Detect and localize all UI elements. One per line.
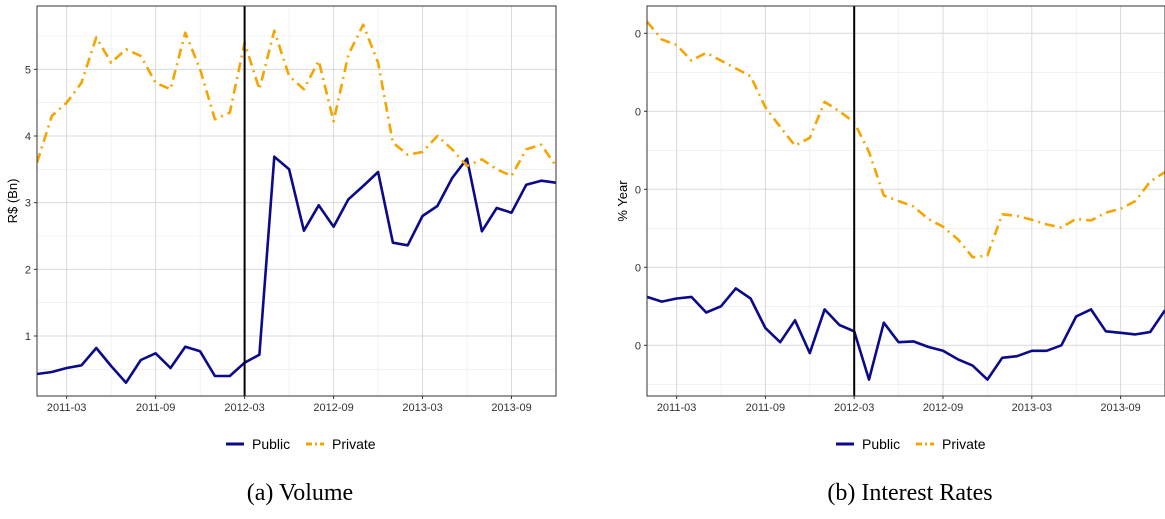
y-axis-title: % Year <box>615 180 630 222</box>
legend-label-public: Public <box>252 436 290 452</box>
series-line-public <box>37 155 556 385</box>
y-tick-label: 1 <box>25 331 31 343</box>
y-tick-label: 0 <box>635 184 641 196</box>
series-line-public <box>647 287 1165 381</box>
legend: Public Private <box>226 436 376 452</box>
y-tick-label: 4 <box>25 131 31 143</box>
y-axis-title: R$ (Bn) <box>5 179 20 224</box>
x-tick-label: 2012-09 <box>313 402 353 414</box>
figure-caption: (a) Volume <box>247 480 353 506</box>
x-tick-label: 2013-03 <box>1012 402 1052 414</box>
y-tick-label: 2 <box>25 264 31 276</box>
series-line-private <box>647 20 1165 259</box>
y-tick-label: 0 <box>635 28 641 40</box>
y-tick-label: 0 <box>635 340 641 352</box>
x-tick-label: 2013-09 <box>491 402 531 414</box>
legend-label-public: Public <box>862 436 900 452</box>
x-tick-label: 2011-09 <box>136 402 176 414</box>
x-tick-label: 2012-03 <box>224 402 264 414</box>
y-tick-label: 0 <box>635 262 641 274</box>
volume-chart: 1 2 3 4 5 2011-03 2011-09 2012-03 2012-09 2013-03… <box>5 5 557 506</box>
legend: Public Private <box>836 436 986 452</box>
panel-border <box>646 5 1165 397</box>
legend-label-private: Private <box>942 436 986 452</box>
y-tick-label: 5 <box>25 64 31 76</box>
plot-panel <box>647 6 1165 396</box>
x-tick-label: 2012-09 <box>923 402 963 414</box>
x-tick-label: 2013-03 <box>402 402 442 414</box>
x-tick-label: 2011-09 <box>746 402 786 414</box>
x-tick-label: 2011-03 <box>47 402 87 414</box>
x-tick-label: 2011-03 <box>657 402 697 414</box>
y-tick-label: 0 <box>635 106 641 118</box>
legend-label-private: Private <box>332 436 376 452</box>
panel-border <box>36 5 557 397</box>
x-tick-label: 2013-09 <box>1100 402 1140 414</box>
x-tick-label: 2012-03 <box>834 402 874 414</box>
y-tick-label: 3 <box>25 198 31 210</box>
figure-caption: (b) Interest Rates <box>827 480 992 506</box>
interest-rates-chart: 0 0 0 0 0 2011-03 2011-09 2012-03 2012-09 2013-03… <box>615 5 1165 506</box>
